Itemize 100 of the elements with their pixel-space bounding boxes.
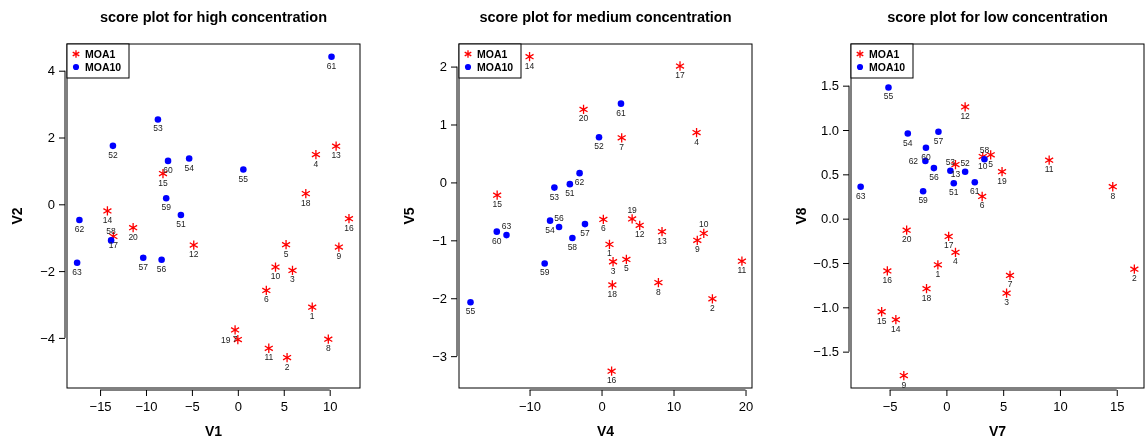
point (189, 239, 199, 251)
annotation: 62 (74, 224, 85, 235)
point (971, 179, 979, 186)
point (877, 306, 887, 318)
point (1001, 287, 1012, 299)
annotation: 20 (901, 234, 912, 245)
point (606, 365, 617, 377)
point (1129, 263, 1140, 275)
x-tick-label: 0 (943, 399, 951, 415)
y-tick-label: 0 (47, 196, 55, 212)
y-tick-label: 0.0 (820, 211, 839, 227)
point (493, 228, 501, 235)
point (707, 293, 718, 305)
point (607, 279, 617, 291)
annotation: 5 (988, 158, 994, 169)
annotation: 56 (554, 213, 565, 223)
annotation: 1 (309, 311, 315, 322)
annotation: 13 (331, 150, 342, 161)
point (503, 231, 510, 239)
annotation: 17 (943, 240, 954, 251)
y-tick-label: −2 (432, 290, 447, 306)
point (230, 324, 240, 336)
annotation: 11 (1044, 164, 1054, 175)
y-axis-title: V5 (401, 207, 417, 225)
point (128, 222, 138, 233)
point (961, 168, 969, 175)
annotation: 63 (501, 221, 512, 232)
point (950, 179, 958, 187)
annotation: 14 (524, 60, 535, 71)
annotation: 10 (699, 219, 709, 230)
point (1005, 270, 1015, 281)
annotation: 57 (138, 261, 149, 272)
x-axis-title: V7 (988, 423, 1007, 439)
annotation: 16 (606, 375, 617, 386)
annotation: 3 (610, 265, 616, 276)
annotation: 62 (574, 177, 585, 188)
x-tick-label: 5 (1000, 399, 1008, 415)
point (921, 283, 932, 294)
annotation: 55 (238, 173, 249, 184)
annotation: 9 (336, 251, 342, 262)
point (904, 130, 912, 137)
point (301, 188, 311, 199)
point (109, 142, 117, 150)
chart-title: score plot for medium concentration (479, 9, 732, 25)
point (691, 127, 702, 138)
x-tick-label: 10 (322, 399, 338, 415)
point (281, 239, 291, 251)
point (264, 342, 274, 354)
x-tick-label: −15 (89, 399, 112, 415)
annotation: 6 (979, 200, 985, 211)
y-tick-label: 1 (439, 117, 447, 133)
annotation: 60 (492, 235, 502, 246)
point (621, 254, 632, 265)
annotation: 15 (492, 199, 503, 210)
annotation: 14 (891, 323, 901, 334)
annotation: 4 (694, 136, 700, 147)
annotation: 52 (108, 149, 118, 160)
annotation: 61 (326, 60, 337, 71)
y-tick-label: 1.0 (820, 122, 839, 138)
point (555, 223, 563, 231)
annotation: 4 (953, 256, 959, 267)
point (950, 247, 961, 258)
annotation: 54 (545, 224, 556, 235)
legend-label: MOA10 (477, 61, 514, 73)
annotation: 15 (876, 315, 887, 326)
annotation: 15 (158, 177, 168, 188)
annotation: 3 (1004, 297, 1010, 308)
annotation: 51 (565, 188, 575, 199)
annotation: 13 (657, 235, 668, 246)
annotation: 51 (176, 219, 186, 229)
point (922, 144, 930, 152)
annotation: 10 (270, 271, 281, 282)
point (919, 187, 927, 195)
x-tick-label: −10 (135, 399, 158, 415)
y-axis-title: V8 (793, 207, 809, 225)
point (569, 234, 576, 242)
x-tick-label: −10 (519, 399, 542, 415)
point (328, 53, 335, 60)
annotation: 59 (918, 195, 929, 206)
point (675, 60, 685, 72)
annotation: 54 (903, 137, 913, 148)
point (657, 226, 667, 237)
annotation: 13 (950, 168, 961, 179)
point (617, 100, 625, 107)
point (1108, 181, 1118, 193)
annotation: 58 (979, 145, 990, 156)
x-tick-label: 15 (1110, 399, 1125, 415)
x-tick-label: 10 (666, 399, 682, 415)
point (891, 314, 901, 326)
x-tick-label: −5 (882, 399, 898, 415)
annotation: 57 (580, 228, 590, 239)
point (608, 256, 618, 268)
annotation: 56 (929, 172, 939, 183)
point (344, 213, 354, 224)
annotation: 20 (578, 113, 589, 124)
annotation: 1 (607, 248, 613, 259)
annotation: 7 (232, 333, 238, 344)
annotation: 62 (908, 156, 919, 167)
y-tick-label: 2 (439, 59, 447, 75)
x-axis-title: V4 (596, 423, 615, 439)
